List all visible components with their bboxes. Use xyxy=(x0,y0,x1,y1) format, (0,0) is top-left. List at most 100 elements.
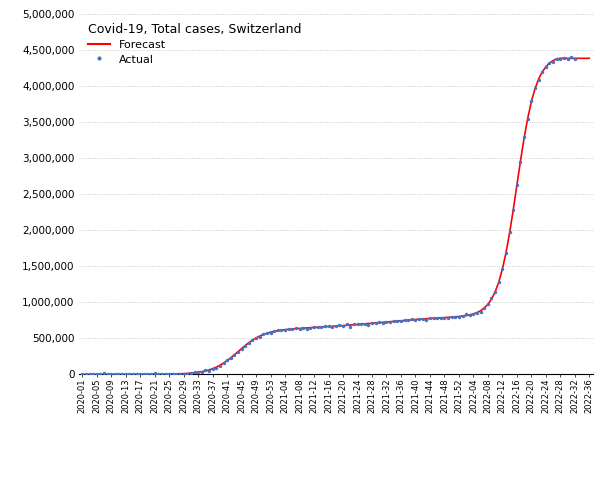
Point xyxy=(425,314,435,322)
Point xyxy=(371,319,381,326)
Point xyxy=(229,351,239,359)
Point xyxy=(143,371,152,378)
Point xyxy=(367,320,377,327)
Point xyxy=(298,324,308,332)
Point xyxy=(353,321,362,328)
Point xyxy=(433,314,442,322)
Point xyxy=(114,371,123,378)
Point xyxy=(240,342,250,350)
Point xyxy=(501,250,511,257)
Legend: Forecast, Actual: Forecast, Actual xyxy=(84,20,304,68)
Point xyxy=(96,371,105,378)
Point xyxy=(552,55,561,62)
Point xyxy=(309,323,319,331)
Point xyxy=(555,55,565,63)
Point xyxy=(226,354,235,361)
Point xyxy=(497,265,507,273)
Point xyxy=(106,371,116,378)
Point xyxy=(237,346,246,353)
Point xyxy=(222,356,232,364)
Point xyxy=(172,371,182,378)
Point xyxy=(280,326,290,334)
Point xyxy=(190,368,200,375)
Point xyxy=(139,370,149,378)
Point xyxy=(262,330,272,337)
Point xyxy=(258,330,268,338)
Point xyxy=(486,294,496,301)
Point xyxy=(404,316,413,324)
Point xyxy=(136,371,145,378)
Point xyxy=(447,313,457,321)
Point xyxy=(389,317,399,324)
Point xyxy=(244,339,253,347)
Point xyxy=(215,362,224,370)
Point xyxy=(414,316,424,324)
Point xyxy=(88,370,98,377)
Point xyxy=(422,316,431,324)
Point xyxy=(382,319,391,326)
Point xyxy=(505,228,514,236)
Point xyxy=(570,55,580,62)
Point xyxy=(92,371,102,378)
Point xyxy=(117,371,127,378)
Point xyxy=(85,370,94,378)
Point xyxy=(335,321,344,329)
Point xyxy=(77,370,87,378)
Point xyxy=(211,364,221,372)
Point xyxy=(407,315,417,323)
Point xyxy=(194,369,203,376)
Point xyxy=(515,157,525,165)
Point xyxy=(255,333,264,341)
Point xyxy=(468,310,478,318)
Point xyxy=(512,181,522,189)
Point xyxy=(374,318,384,325)
Point xyxy=(461,311,471,318)
Point xyxy=(548,58,558,65)
Point xyxy=(523,115,532,123)
Point xyxy=(103,370,113,378)
Point xyxy=(490,288,500,296)
Point xyxy=(291,324,301,332)
Point xyxy=(266,329,275,336)
Point xyxy=(476,308,485,316)
Point xyxy=(566,54,576,61)
Point xyxy=(541,63,551,71)
Point xyxy=(534,76,543,84)
Point xyxy=(345,323,355,330)
Point xyxy=(179,370,189,378)
Point xyxy=(218,359,228,367)
Point xyxy=(349,321,359,328)
Point xyxy=(295,325,304,333)
Point xyxy=(494,278,503,286)
Point xyxy=(284,325,293,333)
Point xyxy=(125,371,134,378)
Point xyxy=(175,370,185,377)
Point xyxy=(458,312,468,320)
Point xyxy=(378,319,388,326)
Point xyxy=(526,97,536,105)
Point xyxy=(287,325,297,333)
Point xyxy=(331,322,341,330)
Point xyxy=(233,348,243,356)
Point xyxy=(132,371,142,378)
Point xyxy=(183,370,192,377)
Point xyxy=(161,371,171,378)
Point xyxy=(472,309,482,316)
Point xyxy=(121,371,131,378)
Point xyxy=(269,327,279,335)
Point xyxy=(208,365,217,372)
Point xyxy=(165,371,174,378)
Point xyxy=(563,55,572,63)
Point xyxy=(110,370,120,378)
Point xyxy=(519,133,529,141)
Point xyxy=(364,321,373,328)
Point xyxy=(197,369,207,376)
Point xyxy=(146,371,156,378)
Point xyxy=(201,367,211,374)
Point xyxy=(150,370,160,377)
Point xyxy=(327,323,337,331)
Point xyxy=(99,370,109,377)
Point xyxy=(544,60,554,67)
Point xyxy=(400,316,410,324)
Point xyxy=(186,370,196,377)
